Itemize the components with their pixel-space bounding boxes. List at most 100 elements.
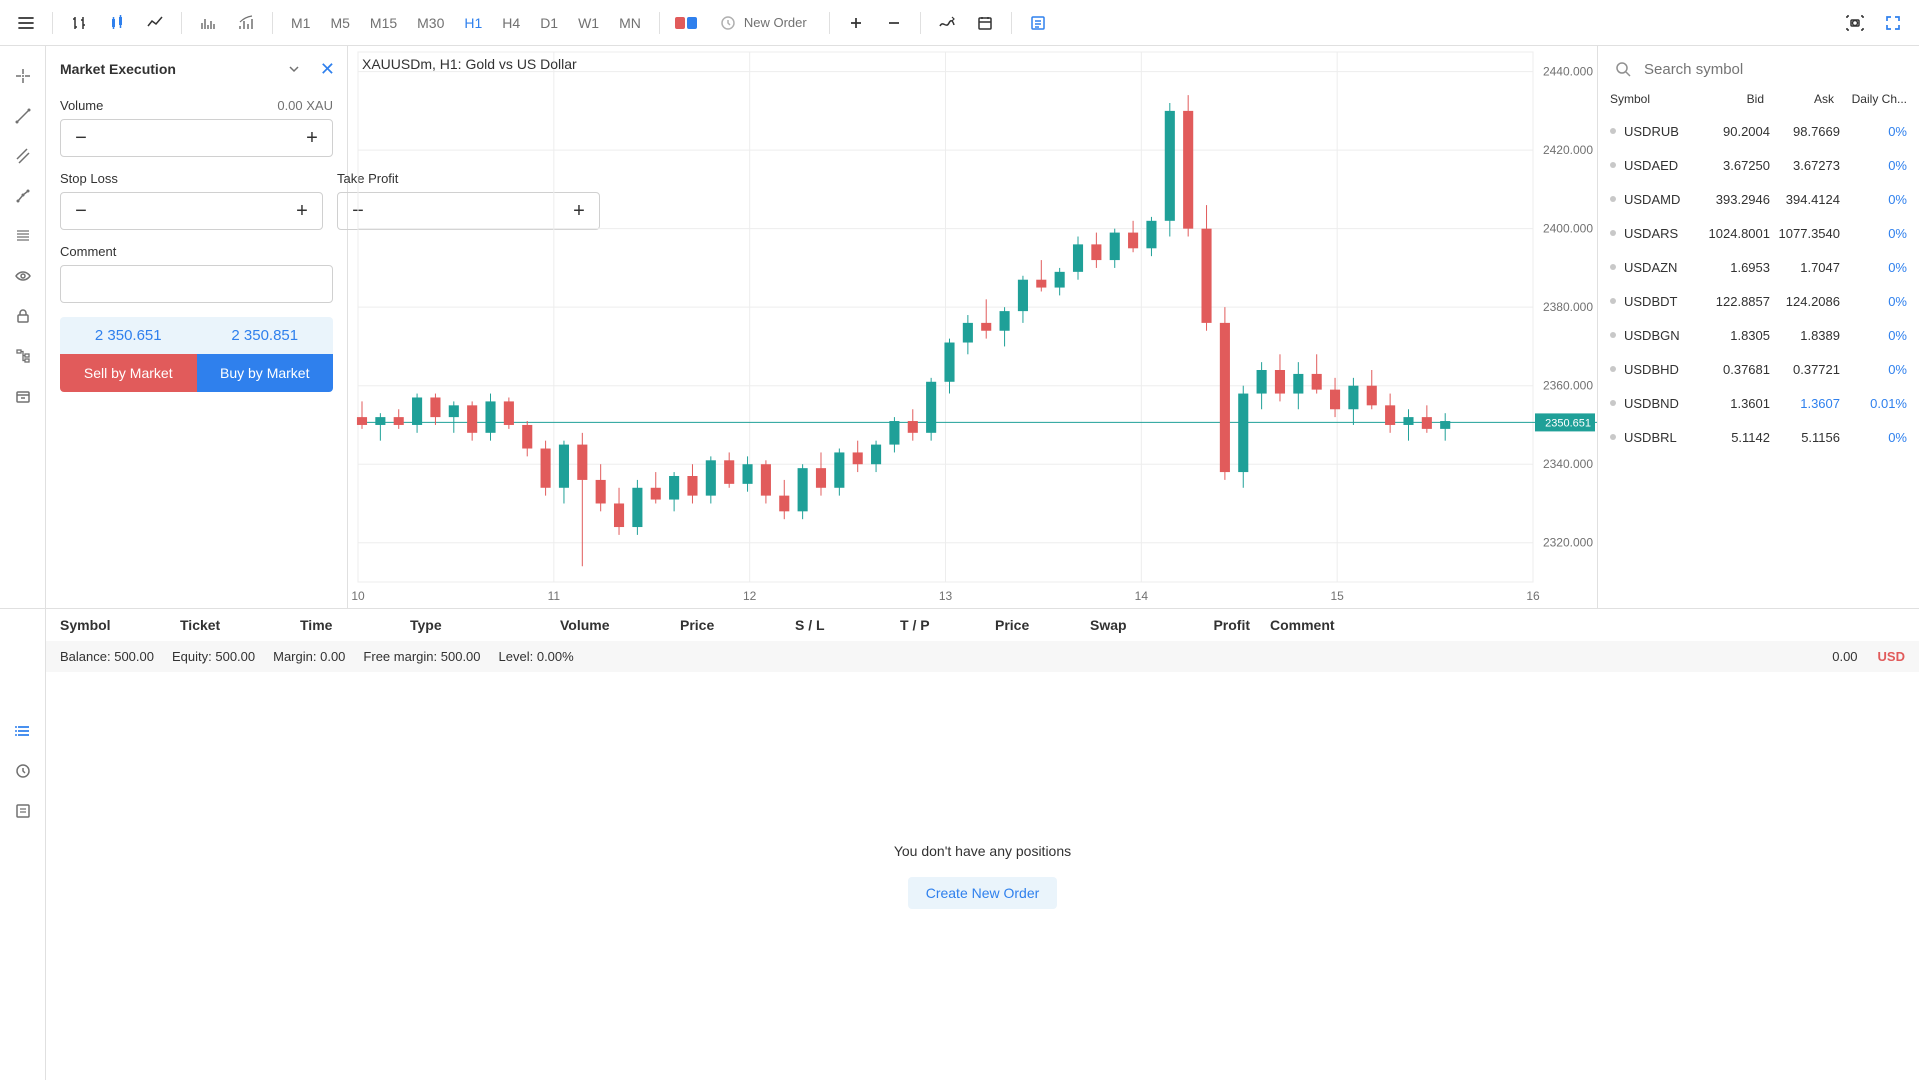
separator xyxy=(52,12,53,34)
volume-unit: 0.00 XAU xyxy=(277,98,333,113)
history-icon[interactable] xyxy=(5,753,41,789)
new-order-label: New Order xyxy=(744,15,807,30)
zoom-in-icon[interactable] xyxy=(838,5,874,41)
menu-icon[interactable] xyxy=(8,5,44,41)
account-summary-row: Balance: 500.00 Equity: 500.00 Margin: 0… xyxy=(46,641,1919,672)
new-order-button[interactable]: New Order xyxy=(706,5,821,41)
watchlist-row[interactable]: USDAMD393.2946394.41240% xyxy=(1598,182,1919,216)
watchlist-panel: Symbol Bid Ask Daily Ch... USDRUB90.2004… xyxy=(1597,46,1919,608)
line-chart-icon[interactable] xyxy=(137,5,173,41)
timeframe-M30[interactable]: M30 xyxy=(407,5,454,41)
separator xyxy=(1011,12,1012,34)
indicator-icon[interactable] xyxy=(228,5,264,41)
channel-icon[interactable] xyxy=(5,138,41,174)
volume-plus[interactable]: + xyxy=(292,120,332,156)
sl-plus[interactable]: + xyxy=(282,193,322,229)
pitchfork-icon[interactable] xyxy=(5,178,41,214)
eye-icon[interactable] xyxy=(5,258,41,294)
watchlist-row[interactable]: USDBRL5.11425.11560% xyxy=(1598,420,1919,454)
timeframe-M1[interactable]: M1 xyxy=(281,5,320,41)
tree-icon[interactable] xyxy=(5,338,41,374)
timeframe-D1[interactable]: D1 xyxy=(530,5,568,41)
buy-button[interactable]: Buy by Market xyxy=(197,354,334,392)
one-click-trading-icon[interactable] xyxy=(668,5,704,41)
watchlist-search xyxy=(1598,46,1919,92)
sell-button[interactable]: Sell by Market xyxy=(60,354,197,392)
watchlist-row[interactable]: USDAZN1.69531.70470% xyxy=(1598,250,1919,284)
indicators-icon[interactable] xyxy=(929,5,965,41)
create-new-order-button[interactable]: Create New Order xyxy=(908,877,1058,909)
col-bid: Bid xyxy=(1694,92,1764,106)
stop-loss-label: Stop Loss xyxy=(60,171,118,186)
top-toolbar: M1M5M15M30H1H4D1W1MN New Order xyxy=(0,0,1919,46)
separator xyxy=(920,12,921,34)
calendar-icon[interactable] xyxy=(967,5,1003,41)
timeframe-MN[interactable]: MN xyxy=(609,5,651,41)
volume-minus[interactable]: − xyxy=(61,120,101,156)
close-icon[interactable]: ✕ xyxy=(320,59,335,80)
sl-minus[interactable]: − xyxy=(61,193,101,229)
sl-input[interactable] xyxy=(101,193,282,229)
sell-price: 2 350.651 xyxy=(60,317,197,354)
chart-title: XAUUSDm, H1: Gold vs US Dollar xyxy=(362,56,577,72)
volume-stepper[interactable]: − + xyxy=(60,119,333,157)
col-symbol: Symbol xyxy=(1610,92,1694,106)
ph-profit: Profit xyxy=(1185,617,1250,633)
positions-header: Symbol Ticket Time Type Volume Price S /… xyxy=(46,609,1919,641)
archive-icon[interactable] xyxy=(5,378,41,414)
list-icon[interactable] xyxy=(5,713,41,749)
watchlist-row[interactable]: USDBND1.36011.36070.01% xyxy=(1598,386,1919,420)
ph-type: Type xyxy=(410,617,560,633)
buy-price: 2 350.851 xyxy=(197,317,334,354)
volumes-icon[interactable] xyxy=(190,5,226,41)
col-daily: Daily Ch... xyxy=(1834,92,1907,106)
news-icon[interactable] xyxy=(5,793,41,829)
crosshair-icon[interactable] xyxy=(5,58,41,94)
svg-text:13: 13 xyxy=(939,589,953,603)
svg-text:15: 15 xyxy=(1330,589,1344,603)
separator xyxy=(659,12,660,34)
fullscreen-icon[interactable] xyxy=(1875,5,1911,41)
chart-area[interactable]: XAUUSDm, H1: Gold vs US Dollar 101112131… xyxy=(348,46,1597,608)
watchlist-row[interactable]: USDARS1024.80011077.35400% xyxy=(1598,216,1919,250)
svg-text:2440.000: 2440.000 xyxy=(1543,65,1593,79)
bars-chart-icon[interactable] xyxy=(61,5,97,41)
comment-input[interactable] xyxy=(60,265,333,303)
volume-label: Volume xyxy=(60,98,103,113)
timeframe-M5[interactable]: M5 xyxy=(320,5,359,41)
bottom-rail xyxy=(0,609,46,1080)
screenshot-icon[interactable] xyxy=(1837,5,1873,41)
separator xyxy=(829,12,830,34)
timeframe-M15[interactable]: M15 xyxy=(360,5,407,41)
watchlist-row[interactable]: USDBDT122.8857124.20860% xyxy=(1598,284,1919,318)
timeframe-H1[interactable]: H1 xyxy=(454,5,492,41)
fib-icon[interactable] xyxy=(5,218,41,254)
toggle-panel-icon[interactable] xyxy=(1020,5,1056,41)
watchlist-row[interactable]: USDRUB90.200498.76690% xyxy=(1598,114,1919,148)
svg-text:16: 16 xyxy=(1526,589,1540,603)
watchlist-row[interactable]: USDBHD0.376810.377210% xyxy=(1598,352,1919,386)
order-panel: Market Execution ✕ Volume 0.00 XAU − + St… xyxy=(46,46,348,608)
svg-text:2340.000: 2340.000 xyxy=(1543,457,1593,471)
ph-tp: T / P xyxy=(900,617,995,633)
lock-icon[interactable] xyxy=(5,298,41,334)
ph-price2: Price xyxy=(995,617,1090,633)
trendline-icon[interactable] xyxy=(5,98,41,134)
account-currency: USD xyxy=(1878,649,1905,664)
candles-chart-icon[interactable] xyxy=(99,5,135,41)
timeframe-H4[interactable]: H4 xyxy=(492,5,530,41)
search-input[interactable] xyxy=(1644,61,1903,78)
svg-text:2350.651: 2350.651 xyxy=(1545,417,1591,429)
zoom-out-icon[interactable] xyxy=(876,5,912,41)
chevron-down-icon[interactable] xyxy=(287,62,301,76)
left-rail xyxy=(0,46,46,608)
col-ask: Ask xyxy=(1764,92,1834,106)
order-panel-header: Market Execution ✕ xyxy=(46,46,347,92)
watchlist-row[interactable]: USDBGN1.83051.83890% xyxy=(1598,318,1919,352)
volume-input[interactable] xyxy=(101,120,292,156)
svg-text:14: 14 xyxy=(1135,589,1149,603)
timeframe-W1[interactable]: W1 xyxy=(568,5,609,41)
watchlist-row[interactable]: USDAED3.672503.672730% xyxy=(1598,148,1919,182)
stop-loss-stepper[interactable]: − + xyxy=(60,192,323,230)
account-profit: 0.00 xyxy=(1832,649,1857,664)
